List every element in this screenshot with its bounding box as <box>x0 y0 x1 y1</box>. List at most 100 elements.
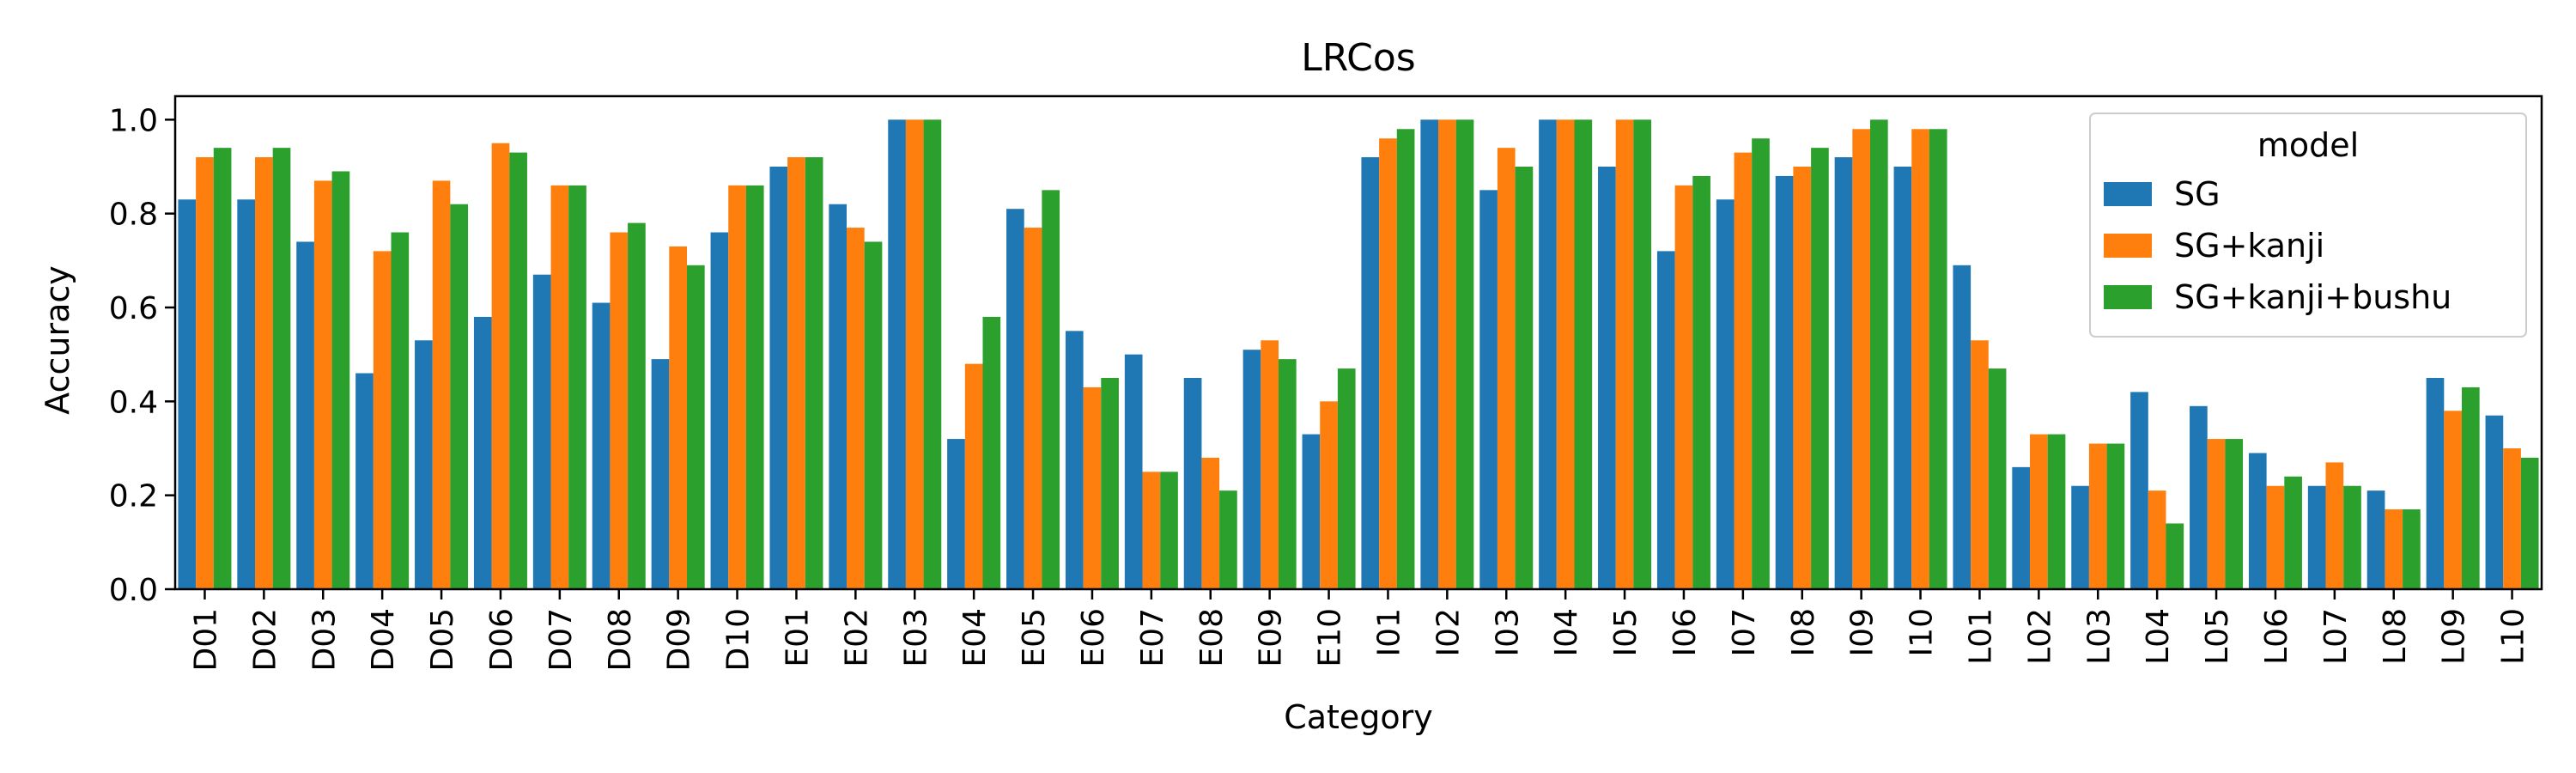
bar-i03-series-2 <box>1515 167 1534 589</box>
bar-i10-series-2 <box>1929 129 1947 589</box>
bar-i06-series-0 <box>1656 251 1675 589</box>
bar-i09-series-1 <box>1852 129 1870 589</box>
y-axis-label: Accuracy <box>39 265 76 415</box>
legend-swatch <box>2104 234 2152 258</box>
bar-l03-series-2 <box>2106 443 2125 589</box>
bar-l05-series-2 <box>2225 439 2244 589</box>
bar-d09-series-0 <box>651 359 670 589</box>
bar-d03-series-2 <box>331 171 350 589</box>
bar-d03-series-1 <box>313 180 332 589</box>
x-tick-label: D01 <box>188 608 223 672</box>
bar-l08-series-1 <box>2385 509 2403 589</box>
bar-i08-series-1 <box>1793 167 1812 589</box>
bars-group <box>178 119 2539 590</box>
bar-i08-series-2 <box>1811 148 1829 589</box>
bar-e07-series-2 <box>1160 472 1178 589</box>
bar-d08-series-2 <box>628 222 646 589</box>
bar-e02-series-1 <box>847 228 865 589</box>
bar-i10-series-0 <box>1893 167 1912 589</box>
bar-d04-series-2 <box>391 232 410 589</box>
bar-d04-series-1 <box>373 251 392 589</box>
bar-i02-series-2 <box>1455 119 1474 589</box>
bar-i10-series-1 <box>1911 129 1929 589</box>
bar-e03-series-2 <box>923 119 942 589</box>
x-tick-label: E07 <box>1135 608 1170 667</box>
bar-i01-series-1 <box>1379 138 1397 589</box>
x-tick-label: L08 <box>2378 608 2413 665</box>
bar-e04-series-2 <box>982 316 1001 589</box>
bar-d02-series-2 <box>272 148 291 589</box>
x-tick-label: I03 <box>1490 608 1525 656</box>
bar-e05-series-2 <box>1042 190 1060 589</box>
x-tick-label: L05 <box>2200 608 2235 665</box>
x-tick-label: I09 <box>1845 608 1880 656</box>
legend: model SG SG+kanji SG+kanji+bushu <box>2089 113 2527 338</box>
x-tick-label: I08 <box>1786 608 1821 656</box>
bar-l08-series-0 <box>2366 490 2385 589</box>
bar-e10-series-2 <box>1337 368 1356 589</box>
legend-box <box>2089 113 2527 338</box>
bar-i06-series-2 <box>1692 175 1710 589</box>
bar-l04-series-0 <box>2130 392 2148 589</box>
bar-i05-series-0 <box>1598 167 1616 589</box>
plot-frame <box>173 94 2543 591</box>
bar-l05-series-0 <box>2190 405 2208 589</box>
bar-e02-series-0 <box>829 204 848 590</box>
legend-title: model <box>2257 126 2359 164</box>
bar-l07-series-0 <box>2307 485 2326 589</box>
x-tick-label: L01 <box>1963 608 1998 665</box>
bar-l06-series-2 <box>2284 476 2302 589</box>
bar-e03-series-1 <box>905 119 924 589</box>
bar-d06-series-0 <box>473 316 492 589</box>
bar-e06-series-2 <box>1101 378 1119 589</box>
x-tick-label: D06 <box>484 608 519 672</box>
bar-d07-series-2 <box>568 185 586 589</box>
bar-i07-series-1 <box>1734 152 1753 589</box>
bar-d02-series-1 <box>255 157 273 589</box>
x-tick-label: L04 <box>2141 608 2176 665</box>
bar-i03-series-1 <box>1497 148 1516 589</box>
bar-e04-series-0 <box>947 439 965 589</box>
bar-i09-series-2 <box>1869 119 1888 589</box>
x-tick-label: E04 <box>957 608 993 667</box>
y-tick-label: 0.8 <box>109 198 158 233</box>
bar-d06-series-1 <box>491 143 510 590</box>
bar-d02-series-0 <box>237 199 256 589</box>
bar-e10-series-0 <box>1302 434 1321 589</box>
bar-l06-series-0 <box>2248 453 2267 589</box>
bar-i03-series-0 <box>1479 190 1498 589</box>
bar-l10-series-2 <box>2520 457 2539 589</box>
bar-d05-series-0 <box>415 340 433 589</box>
x-tick-label: I04 <box>1549 608 1584 656</box>
x-tick-label: D03 <box>307 608 342 672</box>
bar-d09-series-1 <box>669 246 687 589</box>
bar-l10-series-1 <box>2503 448 2521 589</box>
legend-label: SG+kanji+bushu <box>2174 278 2451 316</box>
bar-d08-series-1 <box>610 232 629 589</box>
bar-d10-series-2 <box>745 185 764 589</box>
bar-e05-series-0 <box>1006 209 1024 589</box>
bar-i07-series-0 <box>1716 199 1735 589</box>
bar-e08-series-0 <box>1183 378 1202 589</box>
x-tick-label: I01 <box>1371 608 1406 656</box>
bar-l01-series-2 <box>1988 368 2007 589</box>
bar-l07-series-2 <box>2343 485 2361 589</box>
chart-title: LRCos <box>1301 36 1415 80</box>
y-tick-label: 1.0 <box>109 103 158 138</box>
bar-e04-series-1 <box>964 363 983 589</box>
legend-label: SG+kanji <box>2174 227 2324 265</box>
x-tick-label: D04 <box>366 608 401 672</box>
x-tick-label: I05 <box>1608 608 1643 656</box>
y-tick-label: 0.4 <box>109 385 158 420</box>
x-tick-label: I02 <box>1431 608 1466 656</box>
bar-i07-series-2 <box>1752 138 1770 589</box>
bar-e02-series-2 <box>864 241 883 589</box>
bar-e03-series-0 <box>888 119 906 589</box>
x-tick-label: D09 <box>662 608 697 672</box>
bar-d01-series-2 <box>213 148 232 589</box>
y-tick-label: 0.0 <box>109 573 158 608</box>
bar-d10-series-0 <box>710 232 729 589</box>
bar-d01-series-0 <box>178 199 197 589</box>
x-tick-label: E08 <box>1194 608 1230 667</box>
